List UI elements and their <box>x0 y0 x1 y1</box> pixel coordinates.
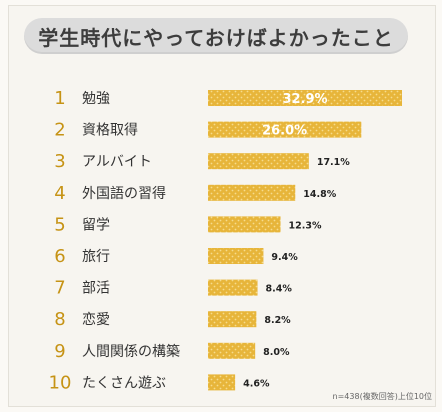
bar <box>208 216 281 233</box>
category-label: 外国語の習得 <box>82 185 166 202</box>
rank-number: 8 <box>54 309 65 330</box>
value-label: 14.8% <box>303 189 336 200</box>
bar <box>208 153 309 170</box>
rank-number: 1 <box>54 88 65 109</box>
rank-number: 3 <box>54 151 65 172</box>
value-label: 9.4% <box>271 252 298 263</box>
bar <box>208 121 362 138</box>
bar <box>208 248 264 264</box>
category-label: 恋愛 <box>82 311 110 328</box>
chart-title-banner: 学生時代にやっておけばよかったこと <box>24 18 408 54</box>
sample-size-note: n=438(複数回答)上位10位 <box>332 392 432 401</box>
category-label: 資格取得 <box>82 122 138 139</box>
value-label: 4.6% <box>243 378 270 389</box>
rank-number: 10 <box>49 372 72 393</box>
bar <box>208 279 258 296</box>
value-label: 8.4% <box>266 284 293 295</box>
chart-frame <box>8 5 436 407</box>
bar <box>208 90 402 106</box>
rank-number: 4 <box>54 183 65 204</box>
value-label: 32.9% <box>282 92 327 107</box>
category-label: 勉強 <box>82 91 110 107</box>
category-label: たくさん遊ぶ <box>82 375 166 391</box>
rank-number: 9 <box>54 341 65 362</box>
value-label: 8.2% <box>264 315 291 326</box>
rank-number: 7 <box>54 278 65 299</box>
rank-number: 2 <box>54 120 65 141</box>
bar <box>208 311 257 328</box>
value-label: 26.0% <box>262 124 307 139</box>
category-label: 旅行 <box>82 249 110 265</box>
category-label: 部活 <box>82 281 110 297</box>
value-label: 17.1% <box>317 157 350 168</box>
rank-number: 5 <box>54 214 65 235</box>
chart-title: 学生時代にやっておけばよかったこと <box>38 25 394 50</box>
bar <box>208 374 236 391</box>
value-label: 8.0% <box>263 347 290 358</box>
category-label: 留学 <box>82 217 110 233</box>
category-label: 人間関係の構築 <box>82 344 180 360</box>
bar <box>208 342 256 359</box>
bar <box>208 184 296 201</box>
rank-number: 6 <box>54 246 65 267</box>
value-label: 12.3% <box>289 220 322 231</box>
category-label: アルバイト <box>82 154 152 170</box>
